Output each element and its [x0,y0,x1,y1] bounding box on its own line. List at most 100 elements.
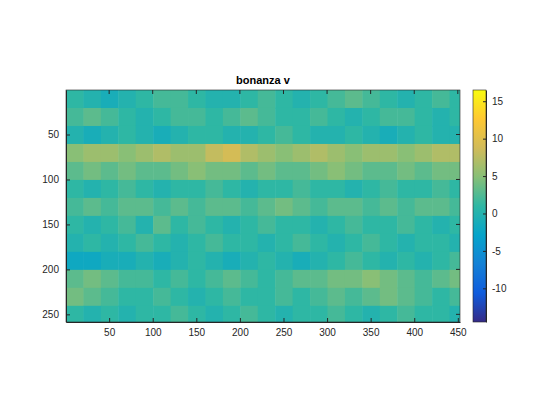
cell [223,108,241,126]
cell [362,306,380,322]
cell [258,270,276,288]
cell [205,270,223,288]
tick-mark [66,224,70,225]
cell [66,306,84,322]
cell [275,180,293,198]
cell [328,144,346,162]
cell [118,234,136,252]
tick-mark [483,139,486,140]
cell [66,162,84,180]
cell [293,108,311,126]
cell [136,288,154,306]
cell [450,306,460,322]
cell [171,198,189,216]
cell [310,144,328,162]
cell [345,198,363,216]
tick-label: 350 [363,327,380,338]
tick-mark [456,269,460,270]
cell [136,216,154,234]
cell [188,162,206,180]
cell [136,144,154,162]
cell [450,180,460,198]
cell [345,144,363,162]
tick: 0 [483,208,498,219]
cell [328,126,346,144]
tick: 250 [42,309,70,320]
cell [310,252,328,270]
cell [432,252,450,270]
tick-mark [109,318,110,322]
tick-label: 5 [492,171,498,182]
cell [415,90,433,108]
tick-mark [66,135,70,136]
cell [328,108,346,126]
cell [258,234,276,252]
cell [293,270,311,288]
cell [66,198,84,216]
cell [223,198,241,216]
cell [415,270,433,288]
cell [118,288,136,306]
cell [101,252,119,270]
tick-mark [239,90,240,94]
tick-mark [456,224,460,225]
cell [275,108,293,126]
cell [362,180,380,198]
cell [415,216,433,234]
cell [310,306,328,322]
cell [310,162,328,180]
cell [205,126,223,144]
cell [275,216,293,234]
cell [205,288,223,306]
cell [450,288,460,306]
cell [240,288,258,306]
cell [223,162,241,180]
tick-label: 0 [492,208,498,219]
cell [101,90,119,108]
tick-label: 250 [276,327,293,338]
cell [240,306,258,322]
cell [153,180,171,198]
cell [171,144,189,162]
tick-label: 50 [48,129,60,140]
cell [432,144,450,162]
cell [380,216,398,234]
tick-label: 50 [104,327,116,338]
heatmap-cells [66,90,460,322]
cell [66,90,84,108]
cell [328,306,346,322]
cell [188,216,206,234]
cell [293,198,311,216]
tick-label: 400 [406,327,423,338]
cell [66,270,84,288]
cell [397,252,415,270]
tick-mark [66,179,70,180]
cell [223,90,241,108]
cell [362,90,380,108]
cell [118,270,136,288]
cell [205,198,223,216]
y-axis: 50100150200250 [42,91,70,323]
cell [171,90,189,108]
cell [188,90,206,108]
cell [450,90,460,108]
cell [188,306,206,322]
tick-mark [456,179,460,180]
cell [362,252,380,270]
cell [293,216,311,234]
tick-mark [414,90,415,94]
cell [380,306,398,322]
tick-label: 150 [42,219,59,230]
cell [136,180,154,198]
cell [153,216,171,234]
cell [153,198,171,216]
cell [101,198,119,216]
cell [310,90,328,108]
cell [258,216,276,234]
cell [205,252,223,270]
cell [258,306,276,322]
cell [293,252,311,270]
cell [188,234,206,252]
cell [258,90,276,108]
tick-label: -5 [492,246,501,257]
